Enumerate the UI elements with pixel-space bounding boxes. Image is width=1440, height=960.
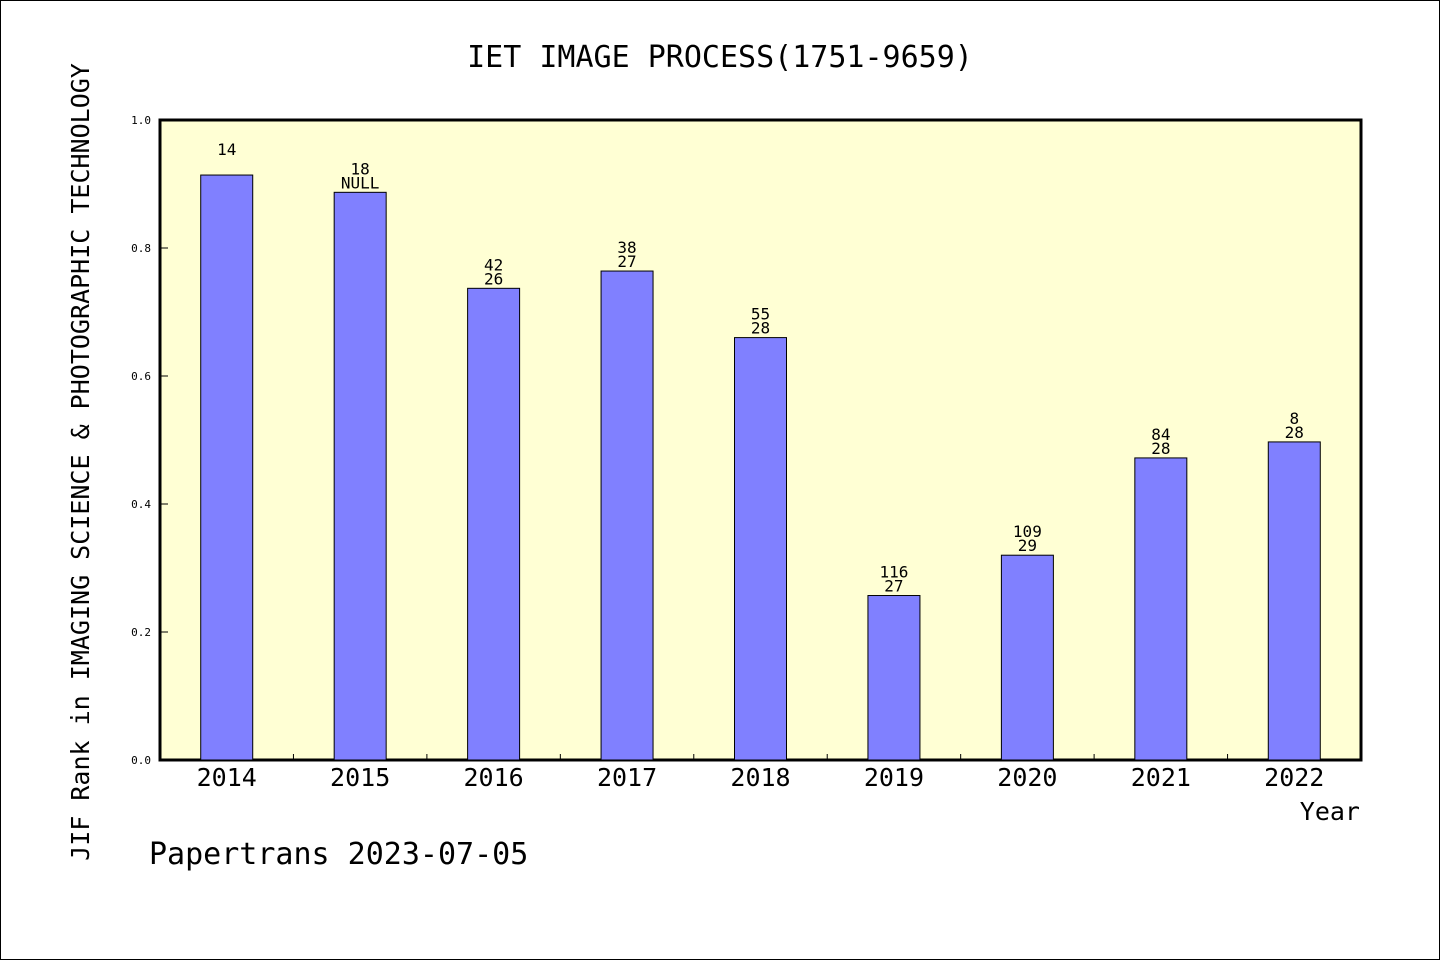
x-axis-label: Year [1300, 797, 1360, 826]
bar-label-lower: NULL [341, 173, 380, 192]
x-tick-label: 2015 [330, 763, 390, 792]
bar-2015 [333, 191, 387, 761]
y-tick-label: 0.0 [131, 754, 151, 767]
footer-credit: Papertrans 2023-07-05 [149, 837, 528, 872]
bar-label-lower: 28 [1151, 439, 1170, 458]
bar-label-upper: 55 [751, 305, 770, 324]
bar-label-upper: 42 [484, 255, 503, 274]
y-tick-label: 0.6 [131, 370, 151, 383]
bar-label-upper: 116 [879, 563, 908, 582]
x-tick-label: 2018 [730, 763, 790, 792]
bar-label-lower: 27 [617, 252, 636, 271]
bar-label-upper: 14 [217, 140, 236, 159]
x-tick-label: 2016 [464, 763, 524, 792]
x-axis: 2014 2015 2016 2017 2018 2019 2020 2021 2022 [197, 754, 1324, 792]
bar-2022 [1267, 441, 1321, 761]
bar-2017 [600, 270, 654, 761]
chart-title: IET IMAGE PROCESS(1751-9659) [467, 40, 973, 75]
bar-2019 [867, 595, 921, 761]
y-tick-label: 0.8 [131, 242, 151, 255]
bar-label-upper: 18 [351, 159, 370, 178]
y-axis: 0.0 0.2 0.4 0.6 0.8 1.0 [131, 114, 168, 767]
x-tick-label: 2020 [997, 763, 1057, 792]
bar-2020 [1000, 554, 1054, 761]
bar-2016 [467, 287, 521, 761]
x-tick-label: 2022 [1264, 763, 1324, 792]
bar-label-upper: 38 [617, 238, 636, 257]
y-tick-label: 0.4 [131, 498, 151, 511]
bar-label-upper: 8 [1289, 409, 1299, 428]
bar-2014 [200, 174, 254, 761]
bar-2021 [1134, 457, 1188, 761]
bar-label-lower: 28 [1285, 423, 1304, 442]
bar-label-upper: 109 [1013, 522, 1042, 541]
bar-label-lower: 28 [751, 319, 770, 338]
x-tick-label: 2019 [864, 763, 924, 792]
bar-label-lower: 29 [1018, 536, 1037, 555]
y-tick-label: 0.2 [131, 626, 151, 639]
bar-label-upper: 84 [1151, 425, 1170, 444]
bar-label-lower: 27 [884, 577, 903, 596]
y-tick-label: 1.0 [131, 114, 151, 127]
x-tick-label: 2014 [197, 763, 257, 792]
x-tick-label: 2021 [1131, 763, 1191, 792]
x-tick-label: 2017 [597, 763, 657, 792]
bar-2018 [734, 337, 787, 761]
y-axis-label: JIF Rank in IMAGING SCIENCE & PHOTOGRAPH… [66, 63, 95, 861]
bar-label-lower: 26 [484, 269, 503, 288]
